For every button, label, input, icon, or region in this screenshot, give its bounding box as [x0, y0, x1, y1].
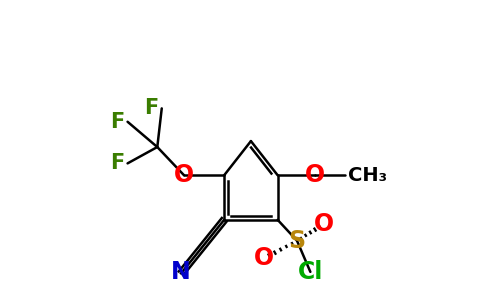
Text: O: O [254, 247, 274, 271]
Text: N: N [171, 260, 191, 284]
Text: O: O [314, 212, 334, 236]
Text: O: O [305, 163, 325, 187]
Text: F: F [145, 98, 159, 118]
Text: F: F [110, 112, 124, 132]
Text: F: F [110, 153, 124, 173]
Text: CH₃: CH₃ [348, 166, 387, 185]
Text: O: O [174, 163, 194, 187]
Text: S: S [288, 229, 305, 253]
Text: Cl: Cl [298, 260, 323, 284]
